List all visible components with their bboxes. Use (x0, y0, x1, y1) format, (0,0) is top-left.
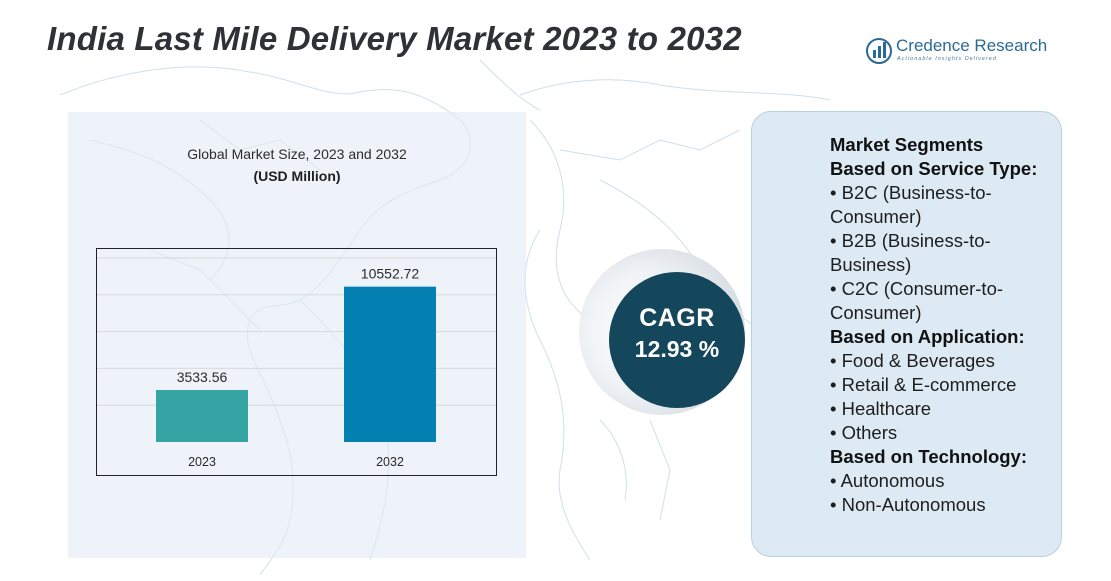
segment-item: • Food & Beverages (830, 350, 995, 371)
chart-panel (68, 112, 526, 558)
chart-gridlines (97, 257, 496, 406)
segment-item: • Others (830, 422, 898, 443)
segments-panel (751, 111, 1062, 557)
brand-tagline: Actionable Insights Delivered (897, 56, 997, 62)
category-label-2023: 2023 (188, 455, 216, 469)
chart-title: Global Market Size, 2023 and 2032 (187, 146, 407, 162)
segment-item: • Healthcare (830, 398, 932, 419)
bar-2023 (156, 389, 248, 442)
segment-heading-service-type: Based on Service Type: (830, 158, 1038, 179)
category-label-2032: 2032 (376, 455, 404, 469)
bar-2032 (344, 286, 436, 442)
segment-item: • Retail & E-commerce (830, 374, 1017, 395)
chart-bars (156, 286, 436, 442)
segment-item: • C2C (Consumer-to-Consumer) (830, 278, 1004, 323)
brand-logo: Credence Research Actionable Insights De… (866, 34, 1048, 68)
segment-item: • Autonomous (830, 470, 945, 491)
segment-heading-technology: Based on Technology: (830, 446, 1028, 467)
bar-chart-logo-icon (866, 38, 892, 64)
cagr-value: 12.93 % (634, 336, 720, 362)
data-label-2023: 3533.56 (177, 369, 228, 385)
brand-name: Credence Research (896, 36, 1048, 55)
segment-item: • B2B (Business-to-Business) (830, 230, 991, 275)
chart-labels: 3533.56 2023 10552.72 2032 (177, 266, 420, 469)
cagr-label: CAGR (639, 304, 715, 332)
segment-item: • B2C (Business-to-Consumer) (830, 182, 992, 227)
segment-item: • Non-Autonomous (830, 494, 986, 515)
data-label-2032: 10552.72 (361, 266, 420, 282)
segment-heading-application: Based on Application: (830, 326, 1025, 347)
page-title: India Last Mile Delivery Market 2023 to … (47, 20, 742, 57)
segments-list: Market Segments Based on Service Type: •… (830, 133, 1062, 517)
cagr-badge: CAGR 12.93 % (609, 272, 745, 408)
chart-unit: (USD Million) (253, 168, 341, 184)
chart-frame (96, 248, 497, 476)
segments-title: Market Segments (830, 134, 984, 155)
bar-chart: 3533.56 2023 10552.72 2032 (96, 248, 497, 476)
